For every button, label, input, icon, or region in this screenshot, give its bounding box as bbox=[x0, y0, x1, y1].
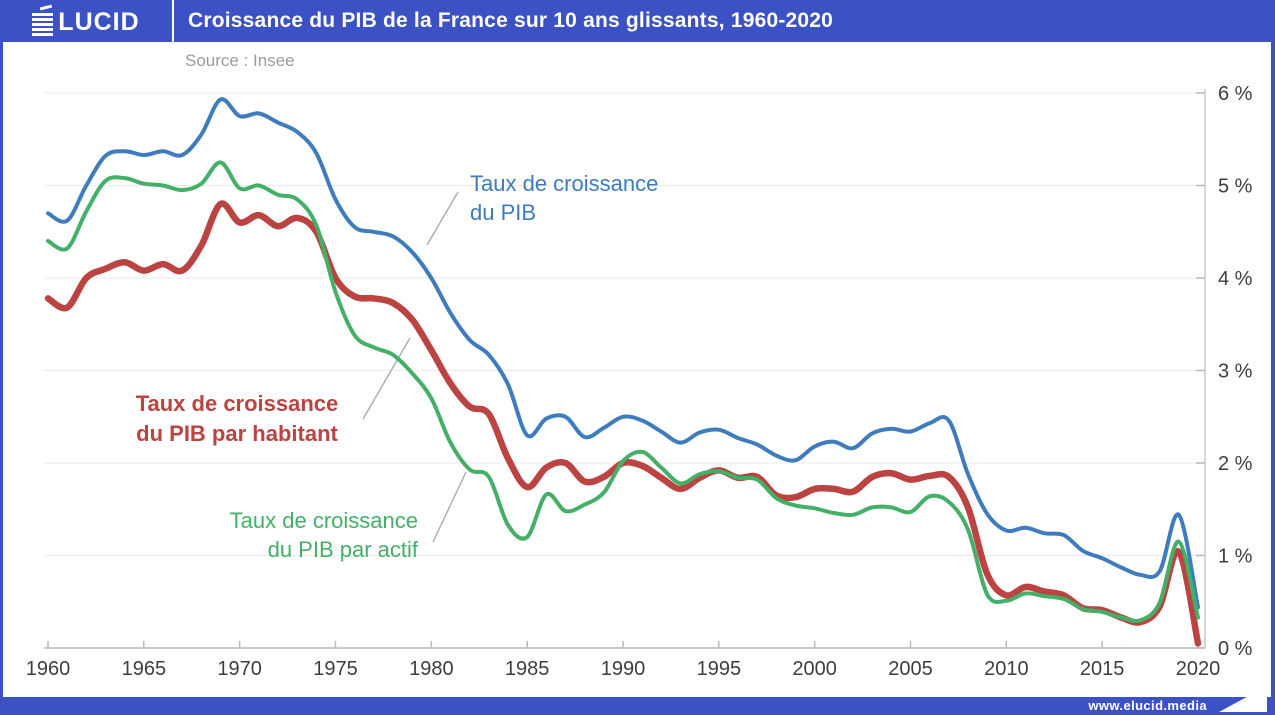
legend-label-pib-actif: Taux de croissance du PIB par actif bbox=[170, 506, 418, 564]
legend-label-pib-habitant: Taux de croissance du PIB par habitant bbox=[112, 389, 362, 449]
legend-label-pib-habitant-line2: du PIB par habitant bbox=[136, 421, 338, 446]
legend-label-pib-actif-line1: Taux de croissance bbox=[229, 508, 418, 533]
logo-text: LUCID bbox=[58, 7, 140, 36]
legend-label-pib-line2: du PIB bbox=[470, 200, 537, 225]
chart-background bbox=[3, 42, 1271, 697]
header-bar: LUCID Croissance du PIB de la France sur… bbox=[0, 0, 1275, 42]
footer-bar: www.elucid.media bbox=[0, 697, 1275, 715]
header-divider bbox=[172, 0, 174, 42]
legend-label-pib: Taux de croissance du PIB bbox=[470, 169, 658, 227]
elucid-flag-icon bbox=[1219, 686, 1267, 712]
page-title: Croissance du PIB de la France sur 10 an… bbox=[188, 9, 834, 32]
logo-striped-e-icon bbox=[32, 4, 54, 36]
legend-label-pib-line1: Taux de croissance bbox=[470, 171, 659, 196]
elucid-logo: LUCID bbox=[0, 4, 172, 36]
legend-label-pib-actif-line2: du PIB par actif bbox=[267, 537, 418, 562]
legend-label-pib-habitant-line1: Taux de croissance bbox=[135, 391, 339, 416]
website-url: www.elucid.media bbox=[1088, 698, 1207, 713]
source-label: Source : Insee bbox=[185, 51, 295, 70]
